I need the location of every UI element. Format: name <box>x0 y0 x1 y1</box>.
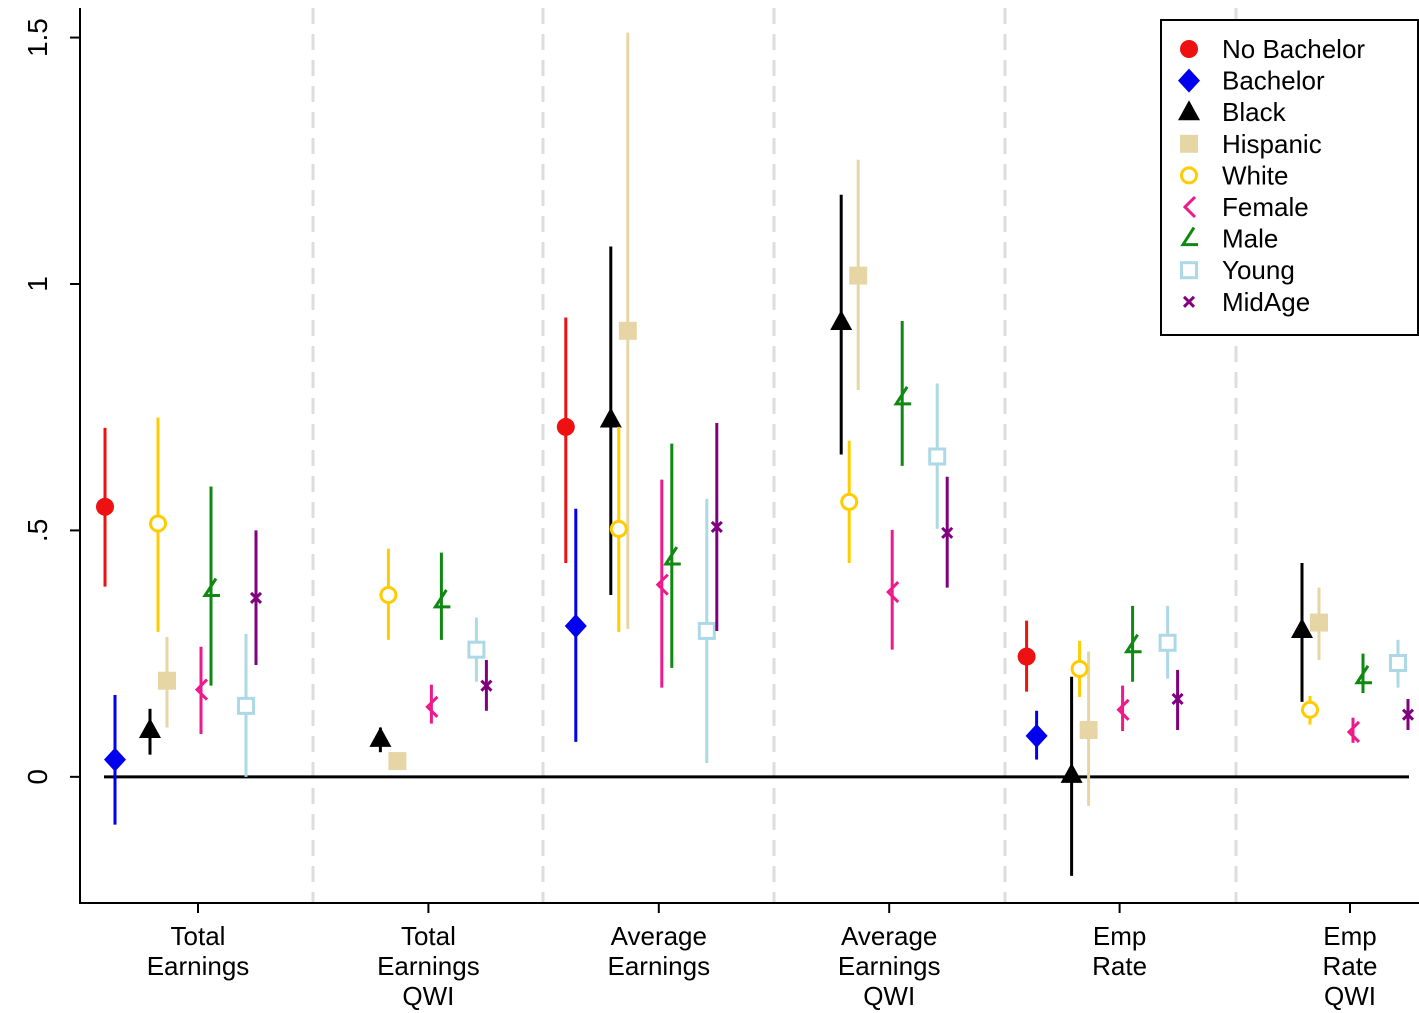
point <box>697 621 716 640</box>
y-tick-label: 0 <box>22 769 53 785</box>
x-tick-label: QWI <box>1324 981 1376 1011</box>
point <box>1079 721 1098 740</box>
x-tick-label: Earnings <box>838 951 941 981</box>
point <box>1025 723 1048 748</box>
point <box>388 752 407 771</box>
point <box>893 386 912 406</box>
series <box>104 508 1048 825</box>
series <box>202 320 1372 694</box>
point <box>1123 633 1142 654</box>
legend-label: Black <box>1222 97 1287 127</box>
point <box>1291 617 1313 638</box>
x-tick-label: Total <box>401 921 456 951</box>
point <box>194 678 209 701</box>
series <box>96 317 1036 692</box>
point <box>1070 659 1089 678</box>
point <box>425 695 439 718</box>
point <box>158 671 176 690</box>
dividers <box>311 8 1238 903</box>
point <box>1180 40 1198 58</box>
point <box>202 577 220 598</box>
point <box>139 718 161 739</box>
x-tick-label: QWI <box>402 981 454 1011</box>
point <box>467 640 486 659</box>
legend-label: Hispanic <box>1222 129 1322 159</box>
point <box>1180 166 1198 185</box>
series <box>249 422 1415 731</box>
x-tick-label: QWI <box>863 981 915 1011</box>
point <box>609 519 628 538</box>
legend-label: Bachelor <box>1222 66 1325 96</box>
point <box>480 679 493 692</box>
x-tick-label: Average <box>841 921 937 951</box>
point <box>149 514 167 533</box>
point <box>618 321 637 340</box>
point <box>710 520 723 534</box>
point <box>1301 700 1319 719</box>
point <box>1060 762 1083 783</box>
point <box>941 526 954 539</box>
point <box>928 447 947 466</box>
point <box>1178 68 1200 93</box>
point <box>1310 613 1328 632</box>
point <box>96 497 114 516</box>
point <box>104 747 126 772</box>
point <box>1116 698 1130 721</box>
legend-label: Female <box>1222 192 1309 222</box>
series <box>149 417 1319 725</box>
x-tick-label: Total <box>171 921 226 951</box>
point <box>830 309 853 330</box>
point <box>379 585 398 604</box>
point <box>556 417 575 436</box>
point <box>249 591 263 604</box>
x-tick-label: Emp <box>1323 921 1376 951</box>
point <box>1180 226 1198 247</box>
point <box>886 580 900 604</box>
legend-label: No Bachelor <box>1222 34 1365 64</box>
x-tick-label: Rate <box>1092 951 1147 981</box>
legend-label: White <box>1222 160 1288 190</box>
point <box>599 407 622 428</box>
series <box>194 479 1361 744</box>
point <box>1346 720 1361 744</box>
point <box>564 614 587 639</box>
point <box>1017 647 1036 666</box>
x-tick-label: Earnings <box>607 951 710 981</box>
point <box>1178 100 1200 121</box>
x-tick-label: Emp <box>1093 921 1146 951</box>
point <box>432 589 451 609</box>
point <box>1171 692 1184 706</box>
point <box>1158 633 1177 652</box>
point <box>1180 134 1198 153</box>
point <box>1389 653 1407 672</box>
point <box>655 573 669 596</box>
legend-label: MidAge <box>1222 287 1310 317</box>
series <box>237 383 1407 777</box>
legend-label: Young <box>1222 255 1295 285</box>
point <box>237 696 255 715</box>
legend-box <box>1160 19 1419 336</box>
series <box>139 194 1313 876</box>
point <box>369 726 392 747</box>
point <box>1182 295 1196 308</box>
legend-label: Male <box>1222 224 1278 254</box>
point <box>663 546 681 566</box>
y-tick-label: 1.5 <box>22 18 53 57</box>
point <box>1401 708 1415 721</box>
legend: No BachelorBachelorBlackHispanicWhiteFem… <box>1160 19 1419 336</box>
x-tick-label: Earnings <box>147 951 250 981</box>
point <box>840 492 859 511</box>
point <box>1182 195 1197 219</box>
series <box>158 32 1328 806</box>
point <box>849 266 868 285</box>
point <box>1180 261 1198 280</box>
x-tick-label: Rate <box>1323 951 1378 981</box>
x-tick-label: Average <box>611 921 707 951</box>
y-tick-label: 1 <box>22 276 53 292</box>
y-tick-label: .5 <box>22 519 53 542</box>
point <box>1354 664 1372 685</box>
x-tick-label: Earnings <box>377 951 480 981</box>
